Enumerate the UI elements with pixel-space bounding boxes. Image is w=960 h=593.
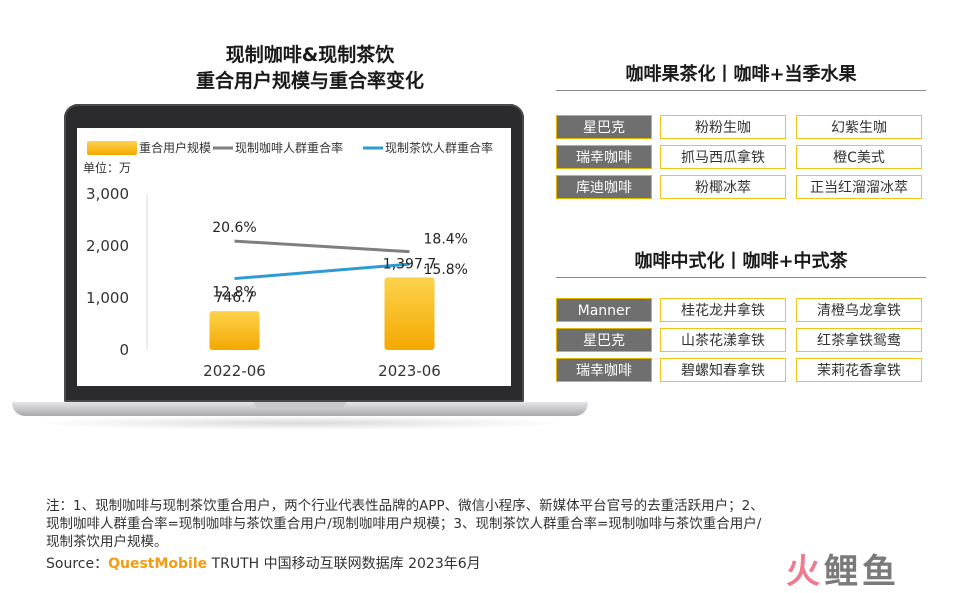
bar-value-label: 1,397.7 [383,256,436,272]
bar-series [209,277,435,350]
panel1-product-cell: 粉粉生咖 [660,115,786,139]
source-line: Source：QuestMobile TRUTH 中国移动互联网数据库 2023… [46,553,481,573]
panel2-brand-cell: 星巴克 [556,328,652,352]
footnotes: 注：1、现制咖啡与现制茶饮重合用户，两个行业代表性品牌的APP、微信小程序、新媒… [46,497,926,551]
laptop-screen [77,128,511,386]
panel1-title: 咖啡果茶化丨咖啡+当季水果 [625,64,857,85]
legend-label-bar: 重合用户规模 [139,140,211,155]
logo-chars: 鲤鱼 [824,552,900,592]
panel1-product-cell: 幻紫生咖 [796,115,922,139]
y-tick-label: 3,000 [86,185,129,203]
footnote-line1: 注：1、现制咖啡与现制茶饮重合用户，两个行业代表性品牌的APP、微信小程序、新媒… [46,498,764,514]
panel2-product-cell: 碧螺知春拿铁 [660,358,786,382]
bar-value-label: 746.7 [214,290,254,306]
y-tick-label: 2,000 [86,237,129,255]
logo: 火鲤鱼 [786,544,900,593]
y-axis: 0 1,000 2,000 3,000 [86,185,148,359]
bar [384,277,435,350]
panel2-product-cell: 山茶花漾拿铁 [660,328,786,352]
laptop-shadow [30,416,570,430]
chart-title-line1: 现制咖啡&现制茶饮 [225,44,395,66]
x-axis: 2022-06 2023-06 [203,362,441,380]
panel1-rule [556,90,926,91]
legend-label-coffee: 现制咖啡人群重合率 [235,140,343,155]
tea-rate-line [234,262,410,281]
y-tick-label: 1,000 [86,289,129,307]
panel2-product-cell: 桂花龙井拿铁 [660,298,786,322]
panel2-rule [556,277,926,278]
footnote-line2: 现制咖啡人群重合率=现制咖啡与茶饮重合用户/现制咖啡用户规模；3、现制茶饮人群重… [46,516,762,532]
coffee-rate-line-label: 20.6% [212,220,256,236]
chart-title: 现制咖啡&现制茶饮 重合用户规模与重合率变化 [120,42,500,94]
source-rest: TRUTH 中国移动互联网数据库 2023年6月 [207,556,481,572]
panel1-brand-cell: 星巴克 [556,115,652,139]
legend-swatch-bar [87,141,137,155]
panel1-product-cell: 正当红溜溜冰萃 [796,175,922,199]
source-prefix: Source： [46,556,109,572]
overlap-chart: 重合用户规模 现制咖啡人群重合率 现制茶饮人群重合率 单位：万 0 1,000 2,00… [83,140,493,380]
source-brand: QuestMobile [108,556,208,572]
coffee-rate-line [234,239,410,254]
x-tick-label: 2022-06 [203,362,266,380]
panel2-product-cell: 红茶拿铁鸳鸯 [796,328,922,352]
data-labels: 746.7 1,397.7 20.6% 18.4% 12.8% 15.8% [212,220,468,306]
x-tick-label: 2023-06 [378,362,441,380]
panel1-brand-cell: 库迪咖啡 [556,175,652,199]
panel1-brand-cell: 瑞幸咖啡 [556,145,652,169]
chart-legend: 重合用户规模 现制咖啡人群重合率 现制茶饮人群重合率 [87,140,493,155]
logo-char1: 火 [786,552,824,592]
laptop-notch [254,402,346,408]
panel2-title: 咖啡中式化丨咖啡+中式茶 [634,251,848,272]
laptop-base [12,402,588,416]
bar [209,311,260,350]
panel2-product-cell: 清橙乌龙拿铁 [796,298,922,322]
coffee-rate-line-label: 18.4% [424,232,468,248]
y-tick-label: 0 [119,341,129,359]
panel2-brand-cell: Manner [556,298,652,322]
panel1-product-cell: 橙C美式 [796,145,922,169]
panel2-product-cell: 茉莉花香拿铁 [796,358,922,382]
panel1-product-cell: 抓马西瓜拿铁 [660,145,786,169]
unit-label: 单位：万 [83,160,131,175]
tea-rate-line-label: 15.8% [424,262,468,278]
legend-label-tea: 现制茶饮人群重合率 [385,140,493,155]
panel2-brand-cell: 瑞幸咖啡 [556,358,652,382]
footnote-line3: 现制茶饮用户规模。 [46,534,168,550]
chart-title-line2: 重合用户规模与重合率变化 [195,70,424,92]
line-series [234,239,410,281]
panel1-product-cell: 粉椰冰萃 [660,175,786,199]
tea-rate-line-label: 12.8% [212,285,256,301]
